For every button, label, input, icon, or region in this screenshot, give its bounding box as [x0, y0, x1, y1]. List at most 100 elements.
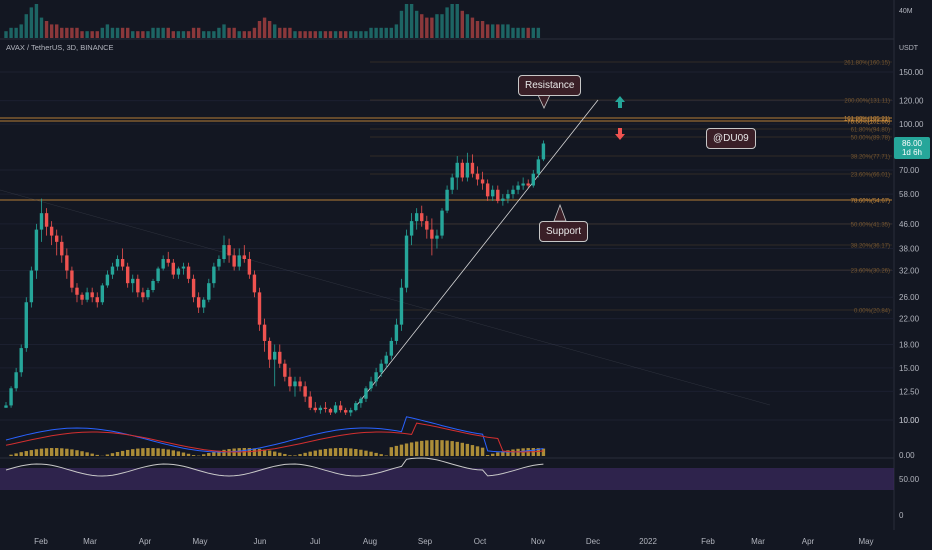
rsi-tick-label: 50.00: [899, 475, 920, 484]
macd-histogram-bar: [131, 449, 135, 456]
volume-bar: [349, 31, 353, 38]
candle-body: [44, 213, 49, 227]
candle-body: [85, 292, 89, 300]
candle-body: [293, 381, 297, 387]
volume-bar: [409, 4, 414, 38]
candle-body: [9, 388, 13, 406]
candle-body: [384, 355, 388, 364]
volume-bar: [440, 14, 444, 38]
candle-body: [212, 266, 216, 284]
volume-bar: [313, 31, 317, 38]
candle-body: [120, 259, 125, 267]
macd-histogram-bar: [202, 454, 206, 456]
fib-level-label: 0.00%(20.84): [854, 309, 890, 315]
candle-body: [242, 255, 246, 260]
x-tick-label: Jul: [310, 537, 320, 546]
macd-histogram-bar: [541, 448, 546, 456]
x-tick-label: Mar: [751, 537, 765, 546]
candle-body: [298, 381, 302, 387]
fib-level-label: 23.60%(66.01): [851, 173, 890, 179]
macd-histogram-bar: [465, 443, 470, 456]
macd-histogram-bar: [151, 448, 155, 456]
macd-histogram-bar: [485, 454, 490, 456]
volume-bar: [308, 31, 312, 38]
macd-histogram-bar: [29, 450, 34, 456]
macd-histogram-bar: [491, 453, 495, 456]
fib-level-label: 38.20%(36.17): [851, 244, 890, 250]
macd-histogram-bar: [394, 445, 399, 456]
candle-body: [470, 162, 475, 174]
macd-histogram-bar: [445, 440, 449, 456]
candle-body: [465, 162, 470, 178]
volume-bar: [379, 27, 383, 38]
volume-bar: [298, 31, 302, 38]
volume-bar: [516, 27, 520, 38]
macd-histogram-bar: [389, 447, 394, 456]
candle-body: [141, 292, 145, 298]
macd-histogram-bar: [120, 450, 125, 456]
rsi-line: [5, 457, 544, 477]
macd-histogram-bar: [267, 450, 272, 456]
candle-body: [186, 266, 191, 279]
volume-bar: [455, 4, 459, 38]
macd-line: [5, 416, 544, 453]
macd-histogram-bar: [34, 449, 39, 456]
x-tick-label: Apr: [802, 537, 815, 546]
candle-body: [460, 162, 464, 178]
macd-histogram-bar: [384, 455, 388, 456]
volume-bar: [267, 21, 272, 38]
macd-histogram-bar: [440, 440, 444, 456]
volume-bar: [161, 27, 165, 38]
macd-histogram-bar: [470, 445, 475, 456]
volume-bar: [506, 24, 510, 38]
candle-body: [440, 210, 444, 236]
macd-histogram-bar: [252, 448, 257, 456]
fib-level-label: 261.80%(160.15): [844, 61, 890, 67]
candle-body: [349, 410, 353, 413]
candle-body: [181, 266, 186, 269]
volume-bar: [55, 24, 59, 38]
volume-bar: [212, 31, 216, 38]
volume-bar: [278, 27, 282, 38]
volume-bar: [480, 21, 485, 38]
volume-bar: [430, 17, 434, 38]
candle-body: [455, 162, 459, 178]
candle-body: [95, 297, 99, 303]
y-tick-label: 12.50: [899, 387, 920, 396]
y-tick-label: 22.00: [899, 315, 920, 324]
volume-bar: [242, 31, 246, 38]
x-tick-label: Jun: [254, 537, 267, 546]
volume-bar: [19, 24, 23, 38]
macd-histogram-bar: [338, 448, 343, 456]
macd-histogram-bar: [191, 455, 196, 456]
candle-body: [55, 235, 59, 242]
volume-bar: [384, 27, 388, 38]
volume-bar: [146, 31, 150, 38]
candle-body: [516, 185, 520, 190]
volume-bar: [24, 14, 28, 38]
macd-histogram-bar: [455, 441, 459, 456]
macd-histogram-bar: [298, 454, 302, 456]
candle-body: [166, 259, 170, 263]
candle-body: [232, 255, 236, 267]
candle-body: [496, 189, 500, 201]
candle-body: [430, 229, 434, 239]
macd-histogram-bar: [288, 455, 292, 456]
macd-histogram-bar: [141, 448, 145, 456]
macd-histogram-bar: [430, 440, 434, 456]
candle-body: [156, 268, 160, 281]
y-tick-label: 26.00: [899, 293, 920, 302]
candle-body: [75, 287, 79, 295]
volume-bar: [95, 31, 99, 38]
resistance-pointer: [537, 94, 551, 109]
macd-histogram-bar: [450, 441, 454, 456]
candle-body: [541, 143, 546, 160]
y-tick-label: 18.00: [899, 340, 920, 349]
candle-body: [485, 183, 490, 197]
support-pointer: [553, 203, 567, 222]
macd-histogram-bar: [14, 453, 18, 456]
rsi-band: [0, 468, 894, 490]
candle-body: [475, 173, 480, 180]
macd-histogram-bar: [283, 453, 287, 456]
